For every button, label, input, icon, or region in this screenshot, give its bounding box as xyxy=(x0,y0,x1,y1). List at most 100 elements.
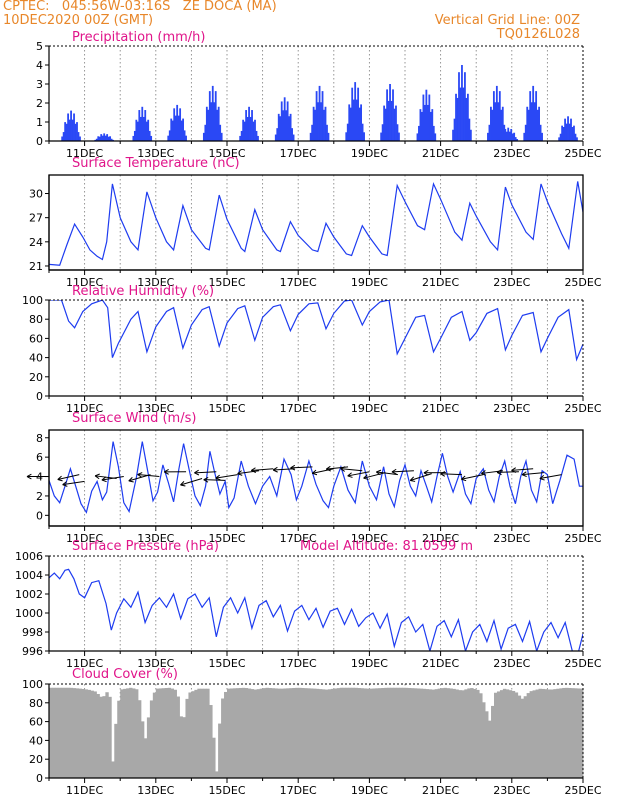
y-tick-label: 80 xyxy=(29,697,43,710)
x-tick-label: 17DEC xyxy=(280,532,317,545)
cloud-bar xyxy=(111,761,115,778)
precip-bar xyxy=(452,129,454,141)
precip-bar xyxy=(320,102,322,141)
precip-bar xyxy=(363,132,365,141)
x-tick-label: 21DEC xyxy=(422,532,459,545)
wind-arrow-head xyxy=(57,478,63,482)
x-tick-label: 23DEC xyxy=(493,657,530,670)
y-tick-label: 0 xyxy=(36,390,43,403)
wind-arrow-head xyxy=(481,472,487,476)
precip-bar xyxy=(423,104,426,141)
cloud-bar xyxy=(132,688,136,778)
station-header: CPTEC: 045:56W-03:16S ZE DOCA (MA) xyxy=(3,0,277,14)
precip-bar xyxy=(490,106,492,141)
wind-arrow-shaft xyxy=(62,480,85,486)
precip-bar xyxy=(573,125,575,141)
series-line xyxy=(49,568,583,651)
precip-bar xyxy=(109,136,112,141)
cloud-bar xyxy=(544,689,548,778)
precip-bar xyxy=(276,128,279,141)
precip-bar xyxy=(291,128,293,141)
wind-arrow-head xyxy=(180,484,186,487)
cloud-bar xyxy=(182,717,186,778)
y-tick-label: 40 xyxy=(29,734,43,747)
wind-arrow-shaft xyxy=(461,474,484,480)
x-tick-label: 19DEC xyxy=(351,402,388,415)
x-tick-label: 23DEC xyxy=(493,784,530,797)
precip-bar xyxy=(487,132,489,141)
cloud-bar xyxy=(553,689,557,778)
cloud-bar xyxy=(54,687,59,778)
cloud-bar xyxy=(138,700,142,778)
precip-bar xyxy=(148,130,151,141)
precip-bar xyxy=(202,132,205,141)
precip-bar xyxy=(249,116,252,141)
cloud-bar xyxy=(526,693,530,778)
precip-bar xyxy=(62,132,65,141)
cloud-bar xyxy=(339,687,344,778)
cloud-bar xyxy=(502,688,507,778)
precip-bar xyxy=(248,106,250,141)
precip-bar xyxy=(505,131,508,141)
cloud-bar xyxy=(277,688,281,778)
y-tick-label: 5 xyxy=(36,40,43,53)
wind-arrow xyxy=(164,469,187,475)
cloud-bar xyxy=(565,687,569,778)
precip-bar xyxy=(396,124,399,141)
precip-bar xyxy=(279,116,282,141)
precip-bar xyxy=(425,89,428,141)
cloud-bar xyxy=(366,688,370,778)
precip-bar xyxy=(139,116,142,141)
precip-bar xyxy=(173,108,176,141)
wind-arrow-head xyxy=(203,479,209,483)
precip-bar xyxy=(289,113,292,141)
precip-bar xyxy=(216,109,219,141)
cloud-bar xyxy=(517,695,522,778)
wind-arrow-head xyxy=(363,474,368,479)
cloud-bar xyxy=(321,689,326,778)
cloud-bar xyxy=(250,689,255,778)
panel-0: 0 1 2 3 4 5 11DEC 13DEC 15DEC 17DEC 19DEC 21DEC 23DE… xyxy=(36,30,602,160)
precip-bar xyxy=(513,132,516,141)
x-tick-label: 11DEC xyxy=(66,657,103,670)
cloud-bar xyxy=(327,689,332,778)
wind-arrow xyxy=(347,471,370,478)
wind-arrow xyxy=(137,472,160,478)
cloud-bar xyxy=(96,693,100,778)
cloud-bar xyxy=(467,688,471,778)
precip-bar xyxy=(499,137,502,141)
wind-arrow-head xyxy=(440,471,446,475)
panel-title: Surface Wind (m/s) xyxy=(72,411,196,426)
wind-arrow xyxy=(215,474,238,481)
cloud-bar xyxy=(473,688,477,778)
precip-bar xyxy=(464,72,466,141)
series-line xyxy=(49,300,583,362)
cloud-bar xyxy=(256,689,261,778)
wind-arrow-shaft xyxy=(440,473,462,476)
precip-bar xyxy=(502,133,505,141)
precip-bar xyxy=(511,133,514,141)
y-tick-label: 100 xyxy=(22,294,43,307)
cloud-bar xyxy=(476,689,480,778)
cloud-bar xyxy=(318,689,323,778)
cloud-bar xyxy=(499,690,504,778)
precip-bar xyxy=(526,106,529,141)
precip-bar xyxy=(432,125,435,141)
precip-bar xyxy=(74,123,77,141)
cloud-bar xyxy=(295,687,299,778)
precip-bar xyxy=(180,120,183,141)
precip-bar xyxy=(527,109,530,141)
precip-bar xyxy=(387,100,390,141)
wind-arrow-head xyxy=(363,477,369,480)
wind-arrow-head xyxy=(376,471,381,476)
cloud-bar xyxy=(538,688,542,778)
wind-arrow-head xyxy=(203,476,209,481)
precip-bar xyxy=(292,134,295,141)
precip-bar xyxy=(434,133,437,141)
wind-arrow-head xyxy=(251,467,256,471)
precip-bar xyxy=(321,91,324,141)
wind-arrow-head xyxy=(326,468,332,472)
cloud-bar xyxy=(298,687,302,778)
wind-arrow xyxy=(203,476,226,483)
precip-bar xyxy=(345,132,348,141)
